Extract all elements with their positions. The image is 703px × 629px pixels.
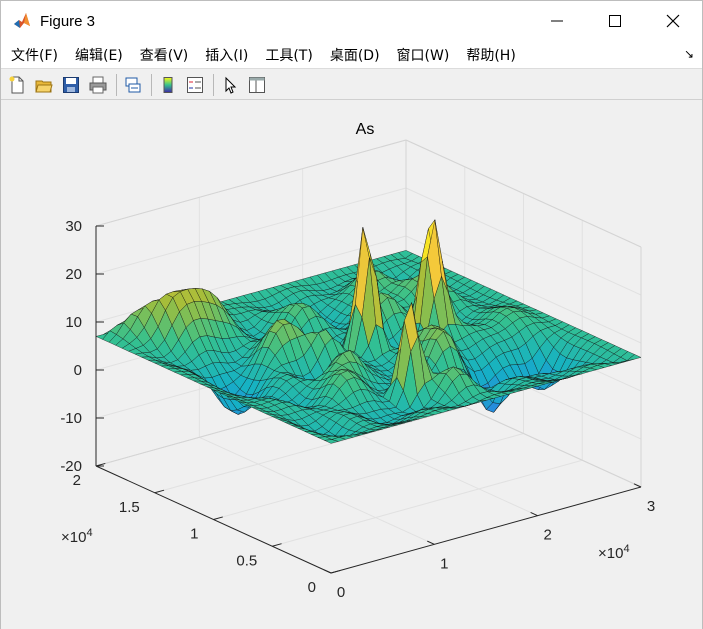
z-tick-label: 20 <box>65 266 82 283</box>
figure-canvas[interactable]: -20 -10 0 10 20 30 0 1 2 3 0 0.5 1 1.5 2 ×104 ×104 As <box>1 101 702 629</box>
toolbar-separator <box>213 73 214 96</box>
property-editor-button[interactable] <box>246 74 268 96</box>
save-button[interactable] <box>60 74 82 96</box>
colorbar-button[interactable] <box>157 74 179 96</box>
y-tick <box>95 462 106 467</box>
plot-title: As <box>356 121 375 138</box>
z-tick-label: 10 <box>65 314 82 331</box>
y-tick <box>330 569 341 574</box>
link-plot-icon <box>125 77 141 92</box>
menu-help[interactable]: 帮助(H) <box>466 47 516 64</box>
minimize-icon <box>551 20 563 22</box>
menu-window[interactable]: 窗口(W) <box>396 47 450 64</box>
y-tick-label: 1 <box>190 526 198 543</box>
dock-arrow-icon[interactable]: ↘ <box>683 47 694 61</box>
y-tick <box>213 516 223 520</box>
close-button[interactable] <box>644 1 702 41</box>
z-tick-label: 30 <box>65 218 82 235</box>
close-icon <box>666 14 680 28</box>
matlab-icon <box>14 13 30 28</box>
maximize-button[interactable] <box>586 1 644 41</box>
menu-bar: 文件(F) 编辑(E) 查看(V) 插入(I) 工具(T) 桌面(D) 窗口(W… <box>1 41 702 69</box>
x-tick-label: 1 <box>440 555 448 572</box>
surface-mesh <box>95 219 642 444</box>
colorbar-icon <box>163 76 173 93</box>
x-axis-line <box>330 486 642 574</box>
z-tick-label: -10 <box>60 410 82 427</box>
pointer-icon <box>225 76 237 94</box>
maximize-icon <box>609 15 621 27</box>
x-tick <box>323 569 332 574</box>
y-tick-label: 0.5 <box>236 552 257 569</box>
link-plot-button[interactable] <box>122 74 144 96</box>
x-tick-label: 3 <box>647 498 655 515</box>
x-tick <box>530 512 538 517</box>
legend-icon <box>187 76 203 93</box>
toolbar-separator <box>116 73 117 96</box>
x-tick <box>633 483 642 488</box>
pointer-button[interactable] <box>219 74 241 96</box>
minimize-button[interactable] <box>528 1 586 41</box>
toolbar-separator <box>151 73 152 96</box>
print-button[interactable] <box>87 74 109 96</box>
z-tick-label: -20 <box>60 458 82 475</box>
window-title: Figure 3 <box>40 12 96 30</box>
open-file-icon <box>35 80 53 92</box>
save-icon <box>63 76 79 93</box>
new-figure-icon <box>9 76 24 93</box>
property-editor-icon <box>249 76 265 93</box>
y-exponent-label: ×104 <box>61 527 93 546</box>
y-tick <box>272 543 282 547</box>
y-tick <box>154 489 165 494</box>
y-tick-label: 2 <box>73 472 81 489</box>
x-tick-label: 2 <box>543 527 551 544</box>
menu-desktop[interactable]: 桌面(D) <box>329 47 380 64</box>
x-exponent-label: ×104 <box>598 543 630 562</box>
new-figure-button[interactable] <box>6 74 28 96</box>
y-tick-label: 1.5 <box>119 499 140 516</box>
menu-view[interactable]: 查看(V) <box>139 47 189 64</box>
print-icon <box>89 76 107 93</box>
menu-file[interactable]: 文件(F) <box>11 47 58 64</box>
x-tick <box>427 540 435 545</box>
menu-tools[interactable]: 工具(T) <box>265 47 313 64</box>
menu-insert[interactable]: 插入(I) <box>205 47 249 64</box>
z-tick-label: 0 <box>74 362 82 379</box>
x-tick-label: 0 <box>337 584 345 601</box>
legend-button[interactable] <box>184 74 206 96</box>
y-tick-label: 0 <box>308 579 316 596</box>
menu-edit[interactable]: 编辑(E) <box>74 47 123 64</box>
figure-toolbar <box>1 70 702 100</box>
open-file-button[interactable] <box>33 74 55 96</box>
title-bar[interactable]: Figure 3 <box>1 1 702 41</box>
surface-patch <box>626 354 642 361</box>
